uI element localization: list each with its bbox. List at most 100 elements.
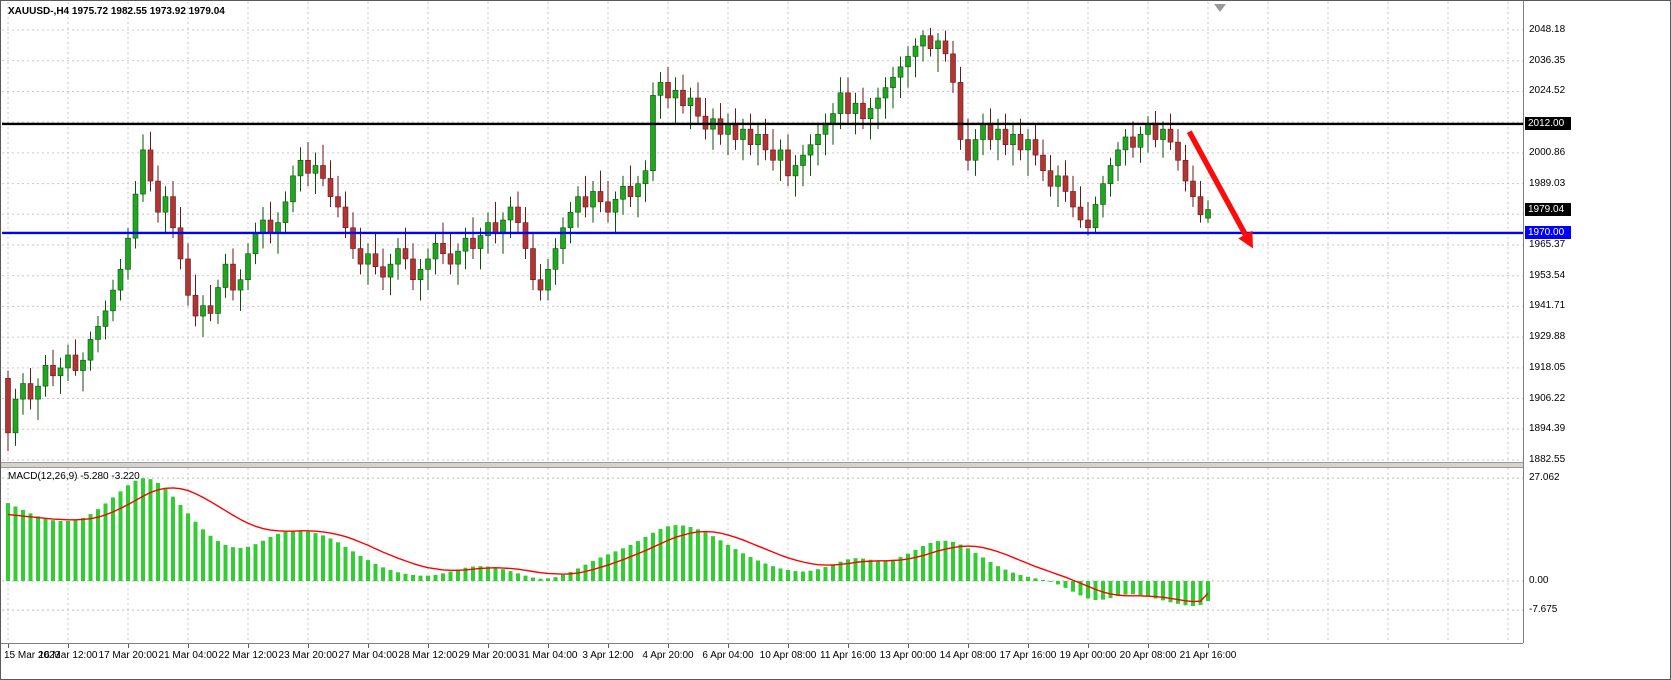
macd-histogram-bar [171,496,175,581]
time-axis-tick [968,644,969,648]
macd-histogram-bar [1168,581,1173,603]
macd-histogram-bar [411,574,415,581]
candle-bullish [815,134,821,146]
candle-bearish [927,35,934,49]
candle-bullish [575,196,581,213]
macd-histogram-bar [373,563,378,581]
candle-bullish [897,66,904,78]
macd-histogram-bar [808,570,813,581]
candle-bullish [395,248,401,265]
macd-histogram-bar [178,505,183,581]
macd-histogram-bar [1093,581,1098,600]
macd-axis-label: 27.062 [1529,472,1560,484]
macd-histogram-bar [883,560,888,581]
candle-bearish [515,206,521,223]
macd-histogram-bar [21,509,25,581]
panel-splitter[interactable] [1,462,1670,468]
time-axis-label: 21 Mar 04:00 [158,650,218,661]
macd-histogram-bar [936,541,940,581]
candle-bullish [725,123,731,135]
price-axis-label: 1929.88 [1529,331,1566,343]
macd-histogram-bar [1108,581,1113,599]
macd-histogram-bar [1191,581,1195,607]
candle-bearish [965,139,971,161]
candle-bearish [147,149,154,182]
macd-histogram-bar [1026,576,1030,581]
macd-canvas[interactable] [2,468,1523,643]
candle-bullish [1055,175,1061,187]
chart-shift-marker-icon[interactable] [1214,4,1226,12]
candle-bullish [837,92,844,114]
price-chart-canvas[interactable] [2,2,1523,463]
macd-histogram-bar [861,558,865,581]
macd-histogram-bar [141,478,145,581]
time-axis-tick [668,644,669,648]
macd-panel[interactable]: MACD(12,26,9) -5.280 -3.220 [2,468,1523,643]
macd-histogram-bar [1048,581,1053,582]
macd-histogram-bar [523,575,528,581]
price-axis[interactable]: 2048.182036.352024.522012.692000.861989.… [1524,1,1670,643]
macd-histogram-bar [951,541,955,581]
candle-bullish [1025,139,1031,151]
macd-histogram-bar [786,569,790,581]
candle-bearish [170,196,176,229]
macd-histogram-bar [193,521,198,581]
price-chart-panel[interactable]: XAUUSD-,H4 1975.72 1982.55 1973.92 1979.… [2,2,1523,463]
candle-bearish [1040,154,1046,171]
candle-bullish [57,367,64,377]
time-axis-label: 3 Apr 12:00 [582,650,634,661]
candle-bullish [87,339,94,361]
time-axis-label: 4 Apr 20:00 [642,650,694,661]
candle-bullish [852,102,859,114]
candle-bullish [1107,165,1114,184]
candle-bullish [792,165,799,177]
macd-histogram-bar [111,497,115,581]
candle-bullish [980,123,986,140]
macd-histogram-bar [816,569,820,581]
macd-histogram-bar [13,506,18,581]
candle-bearish [230,263,236,291]
candle-bullish [125,237,131,270]
macd-histogram-bar [163,489,168,581]
candle-bullish [485,222,491,236]
macd-histogram-bar [1056,581,1060,585]
candle-bearish [335,196,341,208]
candle-bullish [552,248,559,270]
macd-histogram-bar [418,575,423,581]
time-axis-tick [368,644,369,648]
candle-bullish [905,56,911,68]
candle-bullish [995,128,1001,140]
macd-histogram-bar [96,509,100,581]
candle-bullish [590,191,596,208]
time-axis-label: 23 Mar 20:00 [278,650,338,661]
candle-bullish [102,310,109,327]
candle-bullish [545,269,551,291]
time-axis-label: 17 Apr 16:00 [999,650,1057,661]
macd-histogram-bar [831,564,835,581]
macd-histogram-bar [628,544,633,581]
macd-histogram-bar [1161,581,1165,601]
candle-bullish [500,219,506,234]
macd-histogram-bar [1071,581,1075,592]
price-axis-label: 1882.55 [1529,454,1566,465]
time-axis[interactable]: 15 Mar 2023 16 Mar 12:00 17 Mar 20:00 21 Ma… [1,643,1523,679]
macd-histogram-bar [313,533,318,581]
trend-arrow-line[interactable] [1186,130,1248,236]
macd-histogram-bar [1153,581,1158,599]
candle-bullish [672,89,679,99]
time-axis-label: 15 Mar 2023 [4,650,61,661]
candle-bullish [1145,123,1151,135]
candle-bullish [567,211,574,229]
candle-bullish [822,123,829,135]
trend-arrow-head[interactable] [1238,230,1253,249]
time-axis-tick [728,644,729,648]
price-axis-label: 1965.37 [1529,238,1566,250]
macd-histogram-bar [1041,579,1045,581]
macd-histogram-bar [598,557,603,581]
candle-bullish [455,250,461,265]
macd-histogram-bar [81,517,85,581]
macd-histogram-bar [471,566,475,581]
price-axis-label: 1989.03 [1529,177,1566,189]
macd-histogram-bar [208,535,213,581]
candle-bearish [177,227,184,260]
